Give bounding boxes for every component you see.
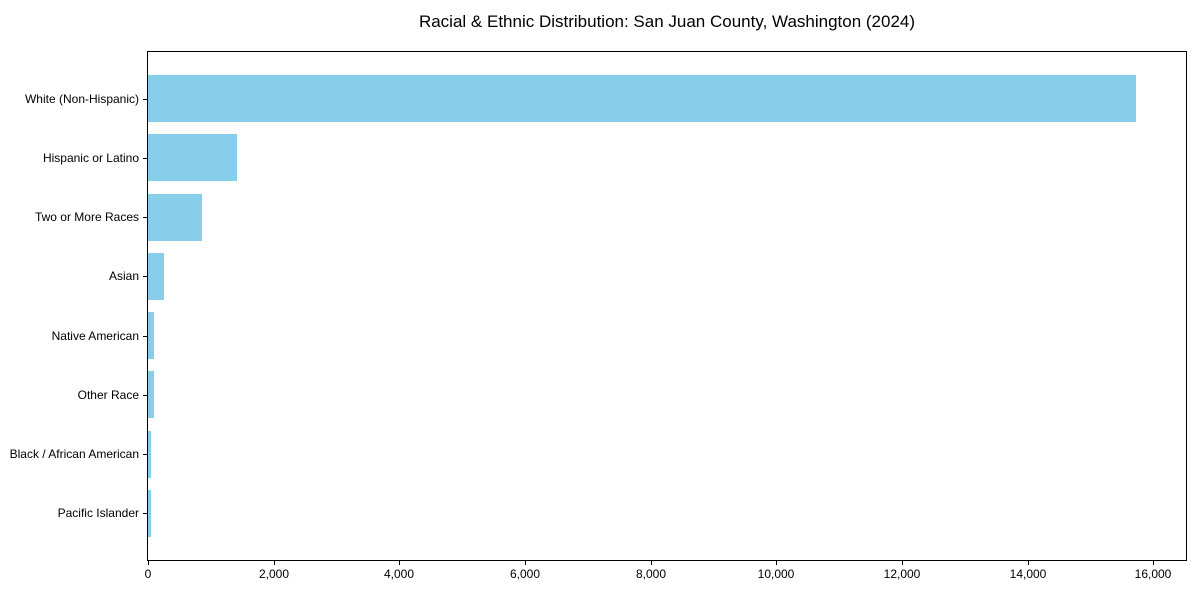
- x-tick-label: 0: [144, 567, 152, 581]
- x-tick-label: 16,000: [1134, 567, 1172, 581]
- x-tick: [399, 561, 400, 565]
- plot-area: [147, 51, 1187, 561]
- bar: [148, 194, 202, 241]
- y-axis-label: Two or More Races: [34, 210, 139, 224]
- x-tick: [148, 561, 149, 565]
- bar: [148, 490, 151, 537]
- bar: [148, 134, 237, 181]
- x-tick-label: 6,000: [509, 567, 541, 581]
- y-axis-label: Hispanic or Latino: [42, 151, 139, 165]
- x-tick-label: 10,000: [757, 567, 795, 581]
- x-tick: [902, 561, 903, 565]
- x-tick: [274, 561, 275, 565]
- x-tick: [1028, 561, 1029, 565]
- y-tick: [143, 454, 147, 455]
- y-tick: [143, 217, 147, 218]
- x-tick-label: 14,000: [1009, 567, 1047, 581]
- x-tick: [1153, 561, 1154, 565]
- y-axis-label: Black / African American: [9, 447, 139, 461]
- x-tick-label: 12,000: [883, 567, 921, 581]
- y-tick: [143, 336, 147, 337]
- y-axis-label: Pacific Islander: [57, 506, 139, 520]
- y-tick: [143, 395, 147, 396]
- x-tick: [651, 561, 652, 565]
- x-tick-label: 8,000: [635, 567, 667, 581]
- y-tick: [143, 513, 147, 514]
- bar: [148, 253, 164, 300]
- bar: [148, 75, 1136, 122]
- chart-title: Racial & Ethnic Distribution: San Juan C…: [418, 12, 916, 31]
- x-tick: [776, 561, 777, 565]
- x-tick: [525, 561, 526, 565]
- y-tick: [143, 99, 147, 100]
- y-tick: [143, 276, 147, 277]
- bar: [148, 431, 151, 478]
- y-axis-label: White (Non-Hispanic): [24, 92, 139, 106]
- bar: [148, 312, 154, 359]
- y-axis-label: Native American: [51, 329, 139, 343]
- y-axis-label: Other Race: [77, 388, 139, 402]
- x-tick-label: 4,000: [383, 567, 415, 581]
- x-tick-label: 2,000: [258, 567, 290, 581]
- y-tick: [143, 158, 147, 159]
- bar: [148, 371, 154, 418]
- y-axis-label: Asian: [108, 269, 139, 283]
